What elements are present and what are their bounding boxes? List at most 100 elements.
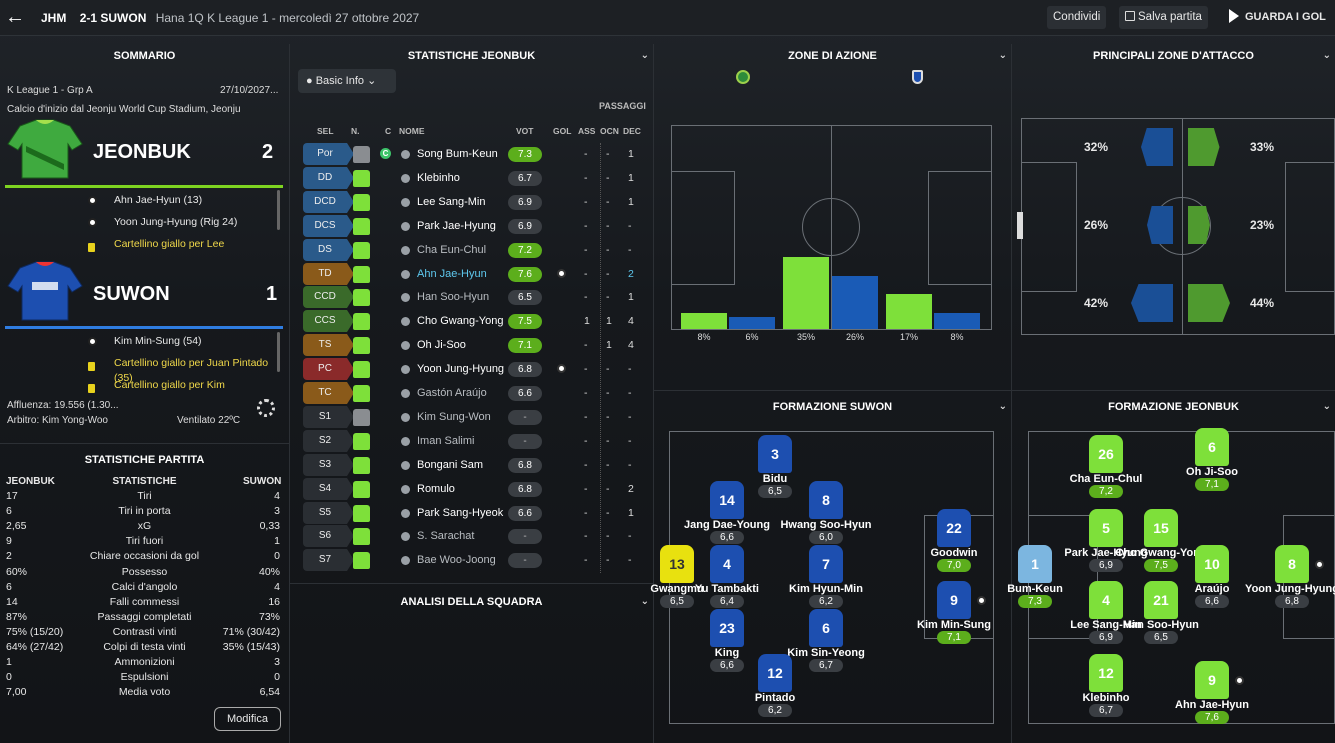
- position-tag[interactable]: CCD: [303, 286, 354, 309]
- player-name[interactable]: Oh Ji-Soo: [417, 339, 466, 352]
- lineup-player[interactable]: 22 Goodwin 7,0: [904, 509, 1004, 572]
- stat-home-value: 2: [6, 550, 12, 563]
- gear-icon[interactable]: [257, 399, 275, 417]
- position-tag[interactable]: S6: [303, 525, 354, 548]
- player-name[interactable]: Klebinho: [417, 171, 460, 184]
- lineup-player[interactable]: 21 Han Soo-Hyun 6,5: [1111, 581, 1211, 644]
- home-color-bar: [5, 185, 283, 188]
- player-name[interactable]: Bae Woo-Joong: [417, 554, 496, 567]
- player-name[interactable]: Yoon Jung-Hyung: [417, 363, 505, 376]
- player-name[interactable]: Cho Gwang-Yong: [417, 315, 504, 328]
- stat-label: Espulsioni: [120, 671, 169, 684]
- player-name[interactable]: Romulo: [417, 482, 455, 495]
- column-header[interactable]: C: [385, 126, 392, 136]
- shirt-icon: [353, 432, 370, 450]
- position-tag[interactable]: TC: [303, 382, 354, 404]
- column-header[interactable]: DEC: [623, 126, 641, 136]
- scroll-handle[interactable]: [1017, 212, 1023, 239]
- player-name[interactable]: Gastón Araújo: [417, 387, 487, 399]
- top-bar: ← JHM 2-1 SUWON Hana 1Q K League 1 - mer…: [0, 0, 1335, 36]
- player-name[interactable]: Kim Sung-Won: [417, 410, 491, 423]
- lineup-player[interactable]: 7 Kim Hyun-Min 6,2: [776, 545, 876, 608]
- position-tag[interactable]: S2: [303, 429, 354, 452]
- lineup-player[interactable]: 6 Oh Ji-Soo 7,1: [1162, 428, 1262, 491]
- player-name[interactable]: Lee Sang-Min: [417, 195, 486, 208]
- lineup-player[interactable]: 9 Kim Min-Sung 7,1: [904, 581, 1004, 644]
- column-header[interactable]: NOME: [399, 126, 425, 136]
- column-header[interactable]: GOL: [553, 126, 572, 136]
- position-tag[interactable]: CCS: [303, 310, 354, 333]
- player-name[interactable]: Han Soo-Hyun: [417, 291, 490, 304]
- lineup-player[interactable]: 5 Park Jae-Hyung 6,9: [1056, 509, 1156, 572]
- lineup-player[interactable]: 4 Yu Tambakti 6,4: [677, 545, 777, 608]
- position-tag[interactable]: S1: [303, 405, 354, 428]
- player-name[interactable]: Park Sang-Hyeok: [417, 506, 504, 519]
- position-tag[interactable]: S7: [303, 549, 354, 572]
- lineup-player[interactable]: 15 Cho Gwang-Yong 7,5: [1111, 509, 1211, 572]
- arrow-left-icon[interactable]: ←: [5, 6, 25, 28]
- lineup-player[interactable]: 8 Yoon Jung-Hyung 6,8: [1242, 545, 1335, 608]
- player-name[interactable]: Iman Salimi: [417, 434, 475, 447]
- ass-value: -: [584, 530, 588, 543]
- player-name[interactable]: Park Jae-Hyung: [417, 219, 496, 232]
- column-header[interactable]: VOT: [516, 126, 534, 136]
- rating-badge: -: [508, 433, 542, 449]
- lineup-player[interactable]: 3 Bidu 6,5: [725, 435, 825, 498]
- position-tag[interactable]: Por: [303, 143, 354, 165]
- chevron-down-icon[interactable]: ⌄: [1322, 50, 1331, 61]
- position-tag[interactable]: S3: [303, 453, 354, 476]
- rating-badge: -: [508, 409, 542, 425]
- watch-goals-button[interactable]: GUARDA I GOL: [1223, 6, 1332, 29]
- position-tag[interactable]: DCS: [303, 214, 354, 237]
- scrollbar[interactable]: [277, 332, 280, 372]
- lineup-player[interactable]: 23 King 6,6: [677, 609, 777, 672]
- jeonbuk-kit-icon: [6, 118, 84, 180]
- player-name[interactable]: Cha Eun-Chul: [417, 243, 487, 256]
- position-tag[interactable]: S4: [303, 477, 354, 500]
- chevron-down-icon[interactable]: ⌄: [1322, 401, 1331, 412]
- chevron-down-icon[interactable]: ⌄: [998, 401, 1007, 412]
- player-name[interactable]: Ahn Jae-Hyun: [417, 267, 487, 280]
- lineup-player[interactable]: 6 Kim Sin-Yeong 6,7: [776, 609, 876, 672]
- player-name[interactable]: Song Bum-Keun: [417, 148, 498, 160]
- lineup-player[interactable]: 12 Klebinho 6,7: [1056, 654, 1156, 717]
- lineup-rating: 7,0: [937, 559, 971, 572]
- position-tag[interactable]: S5: [303, 501, 354, 524]
- lineup-player-name: Kim Min-Sung: [917, 619, 991, 631]
- position-tag[interactable]: DCD: [303, 190, 354, 213]
- lineup-rating: 6,6: [710, 659, 744, 672]
- filter-dropdown[interactable]: ● Basic Info ⌄: [298, 69, 396, 93]
- position-tag[interactable]: PC: [303, 358, 354, 381]
- chevron-down-icon[interactable]: ⌄: [998, 50, 1007, 61]
- column-header[interactable]: N.: [351, 126, 360, 136]
- lineup-player-name: Ahn Jae-Hyun: [1175, 699, 1249, 711]
- position-tag[interactable]: TD: [303, 262, 354, 285]
- lineup-player[interactable]: 9 Ahn Jae-Hyun 7,6: [1162, 661, 1262, 724]
- position-tag[interactable]: DS: [303, 238, 354, 261]
- column-header[interactable]: ASS: [578, 126, 596, 136]
- lineup-player[interactable]: 8 Hwang Soo-Hyun 6,0: [776, 481, 876, 544]
- chevron-down-icon[interactable]: ⌄: [640, 596, 649, 607]
- lineup-player[interactable]: 12 Pintado 6,2: [725, 654, 825, 717]
- lineup-player[interactable]: 13 Gwangmu 6,5: [627, 545, 727, 608]
- lineup-player[interactable]: 4 Lee Sang-Min 6,9: [1056, 581, 1156, 644]
- lineup-rating: 6,6: [1195, 595, 1229, 608]
- scrollbar[interactable]: [277, 190, 280, 230]
- edit-button[interactable]: Modifica: [214, 707, 281, 731]
- column-header[interactable]: SEL: [317, 126, 334, 136]
- share-button[interactable]: Condividi: [1047, 6, 1107, 29]
- lineup-player[interactable]: 1 Bum-Keun 7,3: [985, 545, 1085, 608]
- lineup-player[interactable]: 10 Araújo 6,6: [1162, 545, 1262, 608]
- chevron-down-icon[interactable]: ⌄: [640, 50, 649, 61]
- column-header[interactable]: OCN: [600, 126, 619, 136]
- player-name[interactable]: S. Sarachat: [417, 530, 475, 543]
- lineup-player[interactable]: 26 Cha Eun-Chul 7,2: [1056, 435, 1156, 498]
- attendance: Affluenza: 19.556 (1.30...: [7, 400, 119, 411]
- player-name[interactable]: Bongani Sam: [417, 458, 484, 471]
- save-match-button[interactable]: Salva partita: [1119, 6, 1208, 29]
- position-tag[interactable]: TS: [303, 334, 354, 357]
- lineup-player[interactable]: 14 Jang Dae-Young 6,6: [677, 481, 777, 544]
- dec-value: 1: [628, 148, 634, 160]
- position-tag[interactable]: DD: [303, 166, 354, 189]
- team-analysis-header[interactable]: ANALISI DELLA SQUADRA ⌄: [290, 590, 653, 614]
